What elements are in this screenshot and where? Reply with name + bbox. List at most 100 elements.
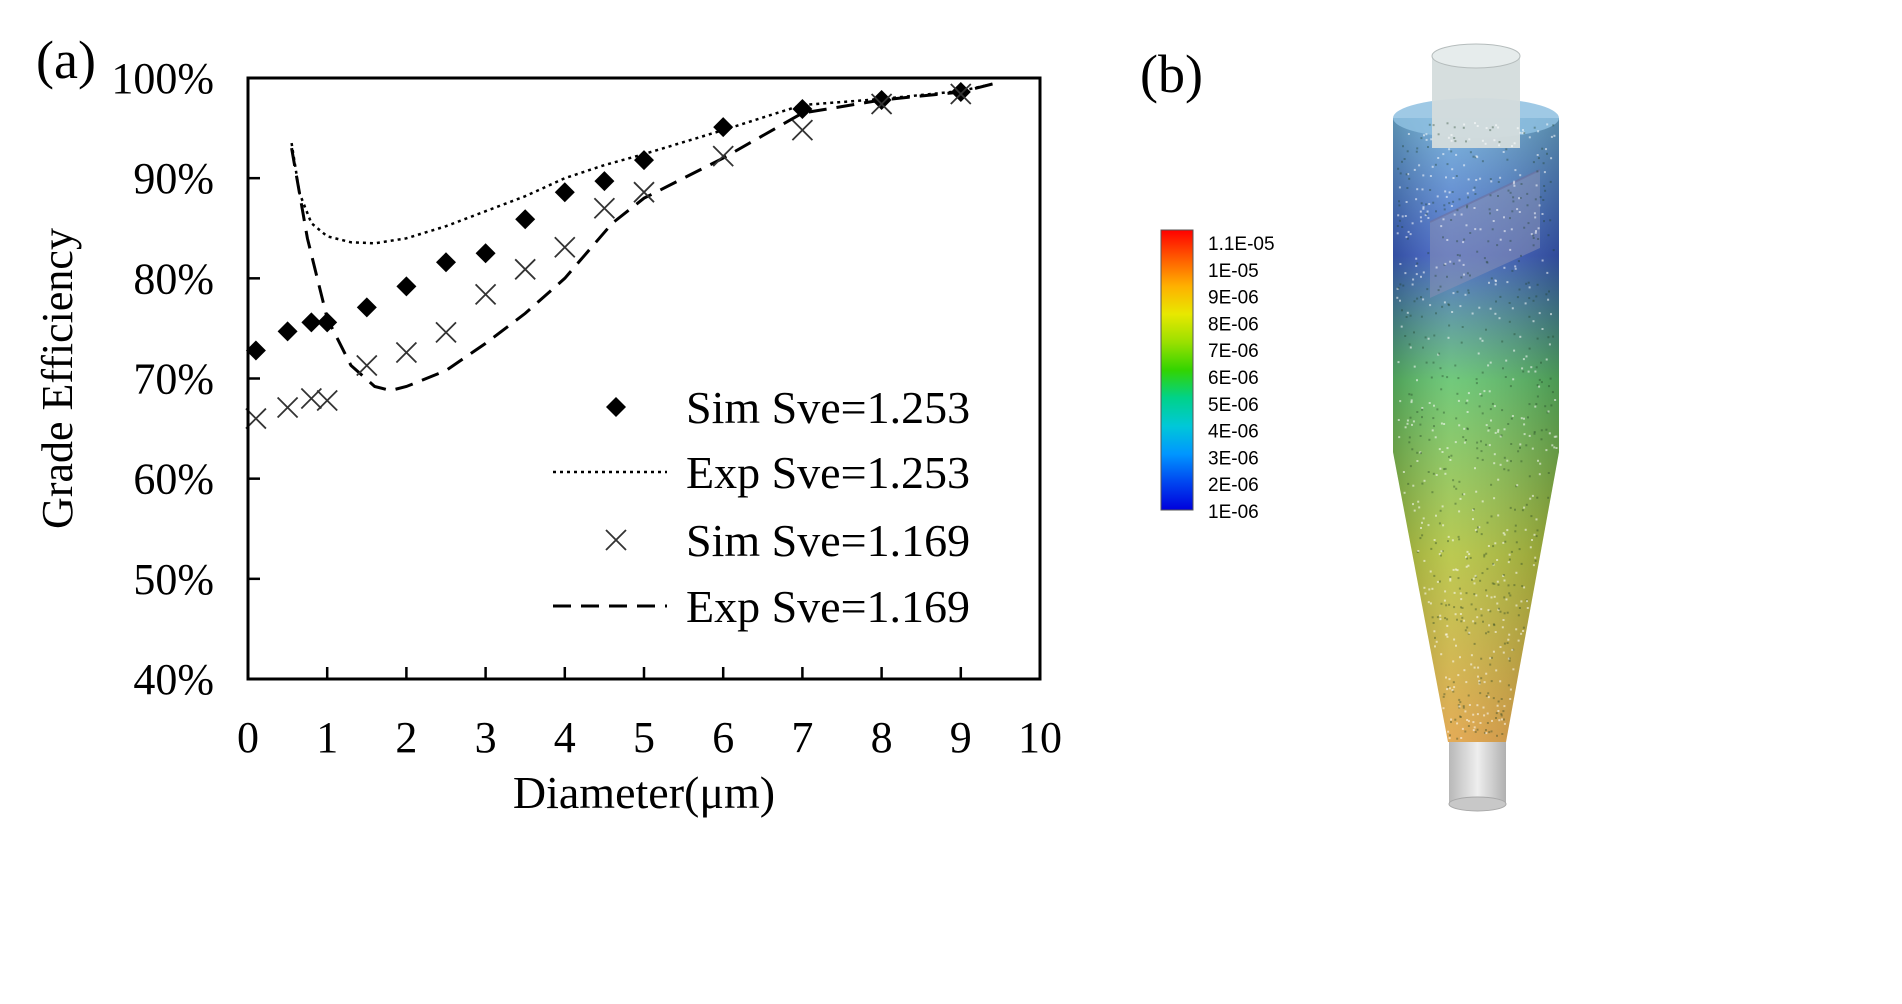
particle-dot (1448, 455, 1450, 458)
particle-dot (1522, 630, 1525, 632)
particle-dot (1494, 631, 1497, 633)
particle-dot (1493, 453, 1496, 456)
particle-dot (1497, 710, 1500, 712)
particle-dot (1427, 217, 1430, 219)
particle-dot (1434, 436, 1437, 439)
particle-dot (1459, 716, 1462, 718)
particle-dot (1443, 468, 1446, 471)
particle-dot (1507, 638, 1510, 641)
particle-dot (1427, 146, 1429, 148)
particle-dot (1448, 148, 1451, 151)
particle-dot (1463, 273, 1465, 276)
particle-dot (1496, 704, 1499, 707)
particle-dot (1528, 475, 1531, 478)
particle-dot (1441, 550, 1444, 553)
particle-dot (1545, 449, 1548, 452)
particle-dot (1544, 189, 1547, 192)
particle-dot (1547, 336, 1550, 339)
particle-dot (1428, 123, 1431, 126)
x-tick-label: 2 (395, 713, 417, 762)
particle-dot (1517, 639, 1520, 642)
particle-dot (1427, 471, 1430, 473)
particle-dot (1509, 191, 1512, 194)
data-point-x (514, 258, 536, 280)
particle-dot (1509, 248, 1512, 251)
particle-dot (1458, 538, 1461, 541)
particle-dot (1478, 682, 1481, 685)
particle-dot (1401, 226, 1404, 228)
particle-dot (1416, 379, 1418, 382)
particle-dot (1415, 257, 1418, 260)
particle-dot (1445, 604, 1448, 607)
particle-dot (1450, 134, 1453, 137)
particle-dot (1520, 632, 1523, 635)
particle-dot (1447, 303, 1450, 306)
particle-dot (1413, 300, 1416, 303)
particle-dot (1492, 563, 1495, 566)
particle-dot (1513, 142, 1516, 145)
particle-dot (1465, 402, 1468, 405)
particle-dot (1460, 341, 1463, 344)
particle-dot (1536, 283, 1539, 286)
particle-dot (1493, 139, 1496, 142)
particle-dot (1419, 537, 1422, 540)
particle-dot (1463, 669, 1466, 672)
particle-dot (1458, 587, 1461, 590)
particle-dot (1458, 705, 1461, 708)
particle-dot (1489, 657, 1492, 660)
dust-outlet-bottom (1448, 796, 1507, 812)
particle-dot (1438, 352, 1441, 355)
particle-dot (1446, 163, 1449, 166)
particle-dot (1502, 574, 1505, 576)
data-point-x (593, 197, 616, 219)
particle-dot (1459, 613, 1462, 615)
particle-dot (1507, 423, 1510, 425)
particle-dot (1494, 312, 1497, 315)
particle-dot (1505, 359, 1508, 362)
particle-dot (1467, 291, 1470, 294)
particle-dot (1523, 417, 1525, 420)
particle-dot (1509, 506, 1512, 509)
particle-dot (1481, 500, 1484, 503)
particle-dot (1430, 547, 1433, 550)
particle-dot (1541, 259, 1544, 262)
particle-dot (1412, 484, 1415, 487)
particle-dot (1480, 614, 1483, 617)
particle-dot (1555, 447, 1558, 449)
particle-dot (1495, 712, 1498, 715)
particle-dot (1427, 337, 1430, 340)
particle-dot (1452, 177, 1455, 179)
particle-dot (1403, 491, 1406, 494)
particle-dot (1420, 296, 1422, 299)
particle-dot (1515, 628, 1518, 631)
particle-dot (1514, 530, 1517, 533)
particle-dot (1476, 457, 1479, 460)
vortex-finder-top (1431, 43, 1521, 69)
particle-dot (1503, 722, 1506, 725)
particle-dot (1435, 210, 1437, 213)
particle-dot (1555, 435, 1558, 438)
particle-dot (1491, 582, 1494, 585)
particle-dot (1529, 546, 1532, 549)
particle-dot (1489, 408, 1492, 411)
x-tick-label: 7 (791, 713, 813, 762)
particle-dot (1423, 559, 1426, 562)
particle-dot (1502, 541, 1505, 544)
data-point-x (474, 283, 497, 305)
particle-dot (1476, 728, 1479, 731)
particle-dot (1545, 358, 1548, 361)
particle-dot (1437, 157, 1440, 159)
y-tick-label: 100% (111, 54, 214, 103)
particle-dot (1463, 441, 1466, 444)
colorbar-label: 1E-05 (1208, 261, 1259, 282)
particle-dot (1459, 305, 1462, 308)
grade-efficiency-chart: 40% 50% 60% 70% 80% 90% 100% 0 1 2 3 4 5 6 7 8 9 10 Sim … (33, 54, 1062, 818)
particle-dot (1540, 361, 1542, 364)
particle-dot (1509, 385, 1512, 388)
particle-dot (1467, 564, 1470, 567)
particle-dot (1460, 737, 1463, 739)
particle-dot (1426, 288, 1429, 291)
particle-dot (1469, 151, 1472, 154)
particle-dot (1456, 209, 1459, 212)
